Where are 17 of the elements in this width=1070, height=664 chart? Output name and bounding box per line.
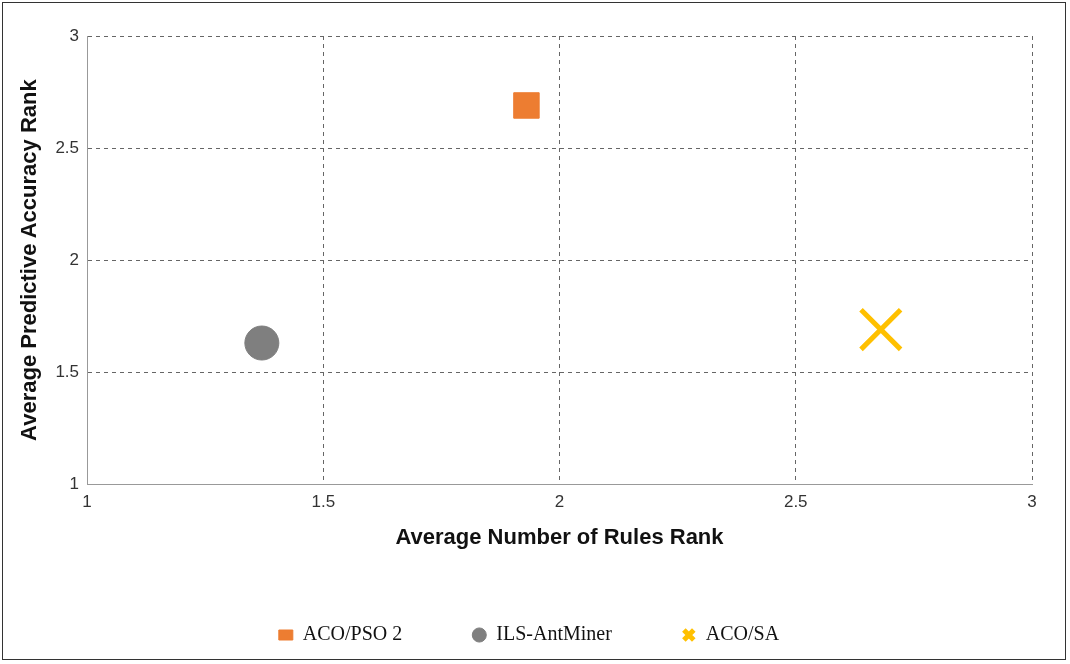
legend-label: ACO/SA [705,622,780,645]
x-tick-label: 3 [1027,492,1037,512]
x-tick-label: 2.5 [783,492,808,512]
y-tick-label: 2 [69,249,80,269]
y-tick-label: 3 [69,25,80,45]
y-tick-label: 1 [69,473,80,493]
x-tick-label: 1.5 [311,492,336,512]
y-axis-title: Average Predictive Accuracy Rank [16,78,42,441]
legend-label: ACO/PSO 2 [302,622,403,645]
point [513,92,540,119]
point [244,325,280,361]
x-tick-label: 2 [554,492,565,512]
legend-label: ILS-AntMiner [496,622,613,645]
x-axis-title: Average Number of Rules Rank [395,523,725,549]
point [858,307,904,352]
y-tick-label: 1.5 [55,361,80,381]
y-tick-label: 2.5 [55,137,80,157]
